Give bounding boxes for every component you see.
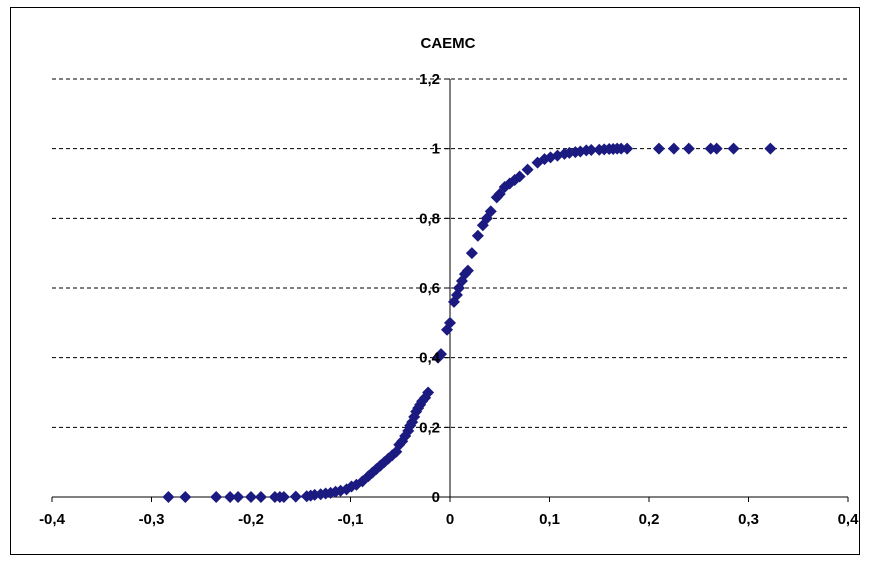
data-point xyxy=(444,316,456,329)
data-point xyxy=(682,142,695,155)
data-point xyxy=(254,491,267,503)
data-point xyxy=(727,142,740,155)
y-tick-label: 0,6 xyxy=(419,280,440,297)
x-tick-label: 0,3 xyxy=(738,511,759,528)
data-point xyxy=(465,247,478,260)
data-point xyxy=(277,491,290,503)
data-point xyxy=(710,142,723,155)
y-tick-labels: 0 0,2 0,4 0,6 0,8 1 1,2 xyxy=(419,71,441,506)
data-point xyxy=(210,491,223,503)
data-point xyxy=(435,348,448,361)
chart-svg: CAEMC -0,4 -0,3 -0,2 -0,1 0 0,1 0,2 0,3 0,4 0 0,2… xyxy=(39,35,859,528)
data-point xyxy=(179,491,192,503)
data-point xyxy=(652,142,665,155)
y-tick-label: 0 xyxy=(432,489,440,506)
x-tick-label: 0,4 xyxy=(838,511,860,528)
data-point xyxy=(461,264,474,277)
chart-frame: CAEMC -0,4 -0,3 -0,2 -0,1 0 0,1 0,2 0,3 0,4 0 0,2… xyxy=(10,7,860,555)
x-tick-label: -0,2 xyxy=(238,511,264,528)
y-tick-label: 1,2 xyxy=(419,71,440,88)
data-point xyxy=(513,170,526,183)
data-point xyxy=(764,142,777,155)
data-point xyxy=(667,142,680,155)
x-tick-label: -0,3 xyxy=(139,511,165,528)
data-point xyxy=(484,205,497,218)
data-point xyxy=(232,491,245,503)
y-tick-label: 0,8 xyxy=(419,210,440,227)
data-point xyxy=(585,144,598,157)
x-tick-labels: -0,4 -0,3 -0,2 -0,1 0 0,1 0,2 0,3 0,4 xyxy=(39,511,859,528)
y-tick-label: 0,2 xyxy=(419,419,440,436)
x-tick-label: 0 xyxy=(446,511,454,528)
x-tick-label: -0,1 xyxy=(338,511,364,528)
data-point xyxy=(245,491,257,503)
data-point xyxy=(289,490,302,503)
data-point xyxy=(224,491,237,503)
x-tick-label: 0,2 xyxy=(639,511,660,528)
x-tick-label: 0,1 xyxy=(539,511,560,528)
points-layer xyxy=(162,142,777,503)
chart-title: CAEMC xyxy=(421,35,476,52)
data-point xyxy=(471,229,484,242)
data-point xyxy=(422,386,435,399)
data-point xyxy=(521,163,534,176)
y-tick-label: 1 xyxy=(432,141,440,158)
x-tick-label: -0,4 xyxy=(39,511,66,528)
data-point xyxy=(621,142,634,155)
data-point xyxy=(162,491,175,503)
y-tick-label: 0,4 xyxy=(419,350,441,367)
